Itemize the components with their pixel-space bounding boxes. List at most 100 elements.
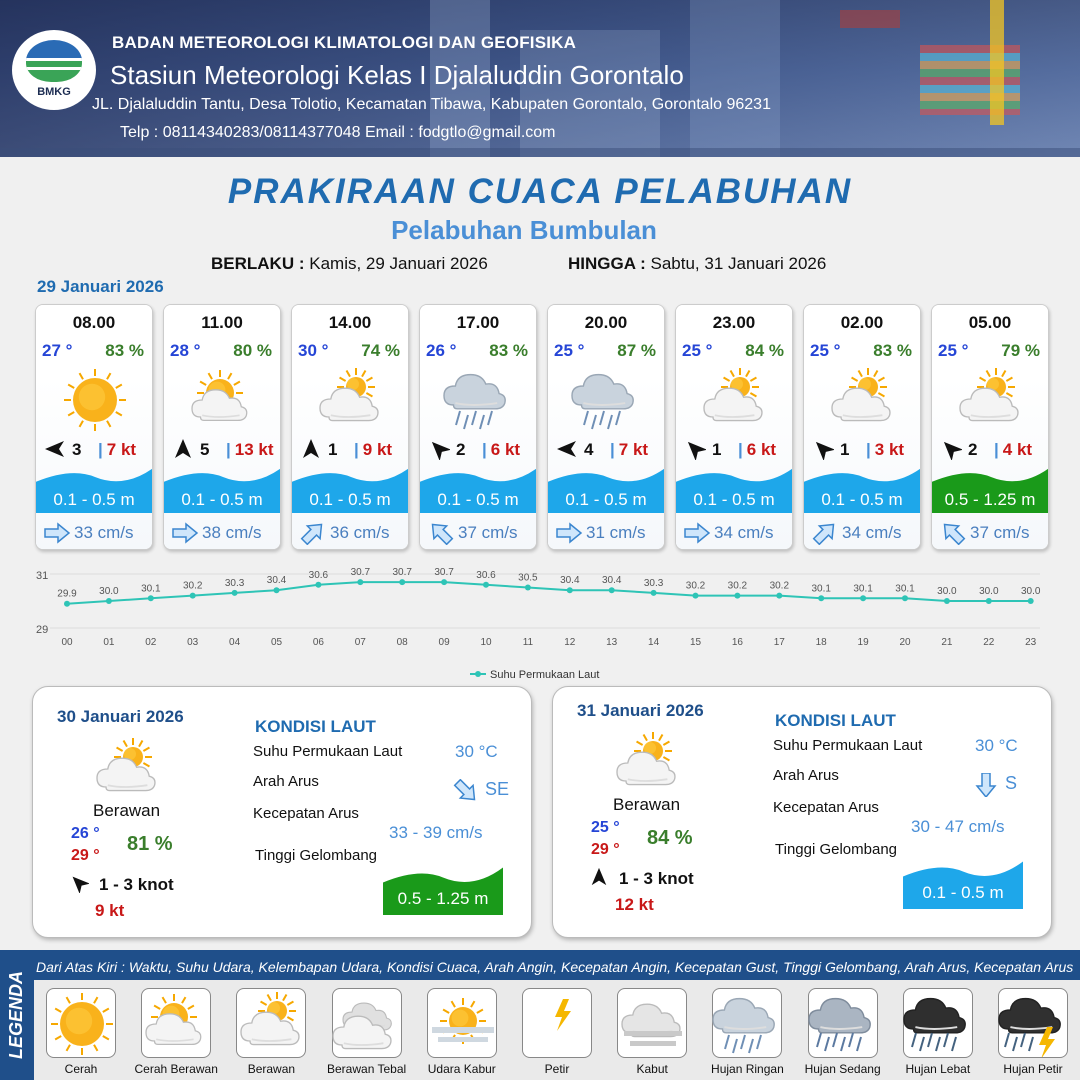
wave-height-label: Tinggi Gelombang xyxy=(255,847,378,864)
card-temperature: 25 ° xyxy=(682,341,713,360)
wave-icon xyxy=(420,465,536,513)
sea-condition-heading: KONDISI LAUT xyxy=(255,717,376,736)
sst-data-point xyxy=(1027,598,1034,604)
sst-data-label: 30.0 xyxy=(937,586,957,597)
chart-legend-label: Suhu Permukaan Laut xyxy=(490,669,599,681)
sun-icon xyxy=(43,991,121,1062)
x-tick-label: 05 xyxy=(271,637,283,648)
sst-data-label: 30.0 xyxy=(979,586,999,597)
outlook-gust: 12 kt xyxy=(615,895,654,914)
light-rain-icon xyxy=(440,367,518,433)
legend-panel: LEGENDA Dari Atas Kiri : Waktu, Suhu Uda… xyxy=(0,950,1080,1080)
x-tick-label: 08 xyxy=(397,637,409,648)
legend-item-label: Hujan Sedang xyxy=(804,1062,881,1076)
valid-from: BERLAKU : Kamis, 29 Januari 2026 xyxy=(211,254,488,274)
lightning-icon xyxy=(519,991,597,1062)
cloudy-icon xyxy=(609,731,687,802)
card-time: 14.00 xyxy=(328,313,372,332)
light-rain-icon xyxy=(568,367,646,433)
sst-data-point xyxy=(608,587,615,594)
current-direction-icon xyxy=(554,521,584,545)
x-tick-label: 09 xyxy=(439,637,451,648)
card-current-speed: 37 cm/s xyxy=(458,523,518,542)
sst-data-point xyxy=(943,598,950,604)
valid-from-label: BERLAKU : xyxy=(211,254,305,273)
outlook-date: 30 Januari 2026 xyxy=(57,707,184,726)
wave-icon xyxy=(383,865,503,915)
station-name: Stasiun Meteorologi Kelas I Djalaluddin … xyxy=(110,60,684,90)
sst-data-point xyxy=(566,587,573,594)
card-gust-value: 4 kt xyxy=(1002,440,1033,459)
wind-direction-icon xyxy=(300,438,322,460)
sst-data-point xyxy=(483,581,489,588)
legend-caption: Dari Atas Kiri : Waktu, Suhu Udara, Kele… xyxy=(36,959,1074,975)
outlook-humidity: 81 % xyxy=(127,833,173,855)
cloudy-icon xyxy=(233,991,311,1062)
wave-icon xyxy=(932,465,1048,513)
sst-data-point xyxy=(231,589,238,596)
wave-height-label: Tinggi Gelombang xyxy=(775,841,898,858)
sst-data-point xyxy=(776,592,783,599)
forecast-card: 05.00 25 ° 79 % 2 | 4 kt 0.5 - 1.25 m 37 … xyxy=(931,304,1049,550)
card-time: 17.00 xyxy=(456,313,500,332)
forecast-card: 11.00 28 ° 80 % 5 | 13 kt 0.1 - 0.5 m 38 … xyxy=(163,304,281,550)
cloudy-icon xyxy=(824,367,902,433)
sst-data-label: 30.6 xyxy=(309,570,329,581)
card-temperature: 25 ° xyxy=(938,341,969,360)
sst-data-label: 30.3 xyxy=(225,578,245,589)
sst-data-label: 30.2 xyxy=(770,581,790,592)
card-current-speed: 34 cm/s xyxy=(714,523,774,542)
card-humidity: 87 % xyxy=(617,341,656,360)
card-time: 11.00 xyxy=(201,313,243,332)
sst-data-label: 30.3 xyxy=(644,578,664,589)
wave-icon xyxy=(804,465,920,513)
wind-direction-icon xyxy=(589,867,609,892)
legend-icons: Cerah Cerah Berawan Berawan Berawan Teba… xyxy=(34,980,1080,1080)
card-humidity: 79 % xyxy=(1001,341,1040,360)
forecast-date: 29 Januari 2026 xyxy=(37,277,164,296)
sst-data-point xyxy=(273,587,280,594)
sst-data-label: 30.4 xyxy=(602,575,622,586)
cloudy-icon xyxy=(89,737,167,808)
sst-data-point xyxy=(985,598,992,604)
legend-item-label: Cerah Berawan xyxy=(134,1062,218,1076)
card-wave-height: 0.1 - 0.5 m xyxy=(53,490,135,509)
wind-direction-icon xyxy=(44,438,66,460)
wind-direction-icon xyxy=(69,873,90,898)
card-wave-height: 0.1 - 0.5 m xyxy=(693,490,775,509)
legend-item-label: Hujan Ringan xyxy=(711,1062,784,1076)
wave-icon xyxy=(164,465,280,513)
x-tick-label: 10 xyxy=(480,637,492,648)
card-wind-speed: 2 xyxy=(968,440,978,459)
x-tick-label: 19 xyxy=(858,637,870,648)
wind-direction-icon xyxy=(812,438,836,462)
valid-from-value: Kamis, 29 Januari 2026 xyxy=(309,254,488,273)
sst-data-point xyxy=(105,598,112,604)
light-rain-icon xyxy=(709,991,787,1062)
card-wave-height: 0.1 - 0.5 m xyxy=(821,490,903,509)
card-temperature: 25 ° xyxy=(554,341,585,360)
forecast-card: 02.00 25 ° 83 % 1 | 3 kt 0.1 - 0.5 m 34 c… xyxy=(803,304,921,550)
bmkg-logo: BMKG xyxy=(12,30,96,110)
legend-item-cloudy xyxy=(236,988,307,1058)
card-gust: | 3 kt xyxy=(866,440,905,459)
page-title: PRAKIRAAN CUACA PELABUHAN xyxy=(227,172,853,211)
sst-data-point xyxy=(692,592,699,599)
card-wind: 3 | 7 kt xyxy=(42,438,148,462)
x-tick-label: 01 xyxy=(103,637,115,648)
card-gust: | 6 kt xyxy=(738,440,777,459)
outlook-box: 30 Januari 2026 Berawan 26 ° 29 ° 81 % 1… xyxy=(32,686,532,938)
sst-data-label: 30.7 xyxy=(434,567,454,578)
x-tick-label: 11 xyxy=(523,637,534,648)
forecast-card: 20.00 25 ° 87 % 4 | 7 kt 0.1 - 0.5 m 31 c… xyxy=(547,304,665,550)
outlook-condition: Berawan xyxy=(613,795,681,814)
current-speed-label: Kecepatan Arus xyxy=(773,799,879,816)
card-temperature: 28 ° xyxy=(170,341,201,360)
sst-data-label: 29.9 xyxy=(57,589,77,600)
station-contact: Telp : 08114340283/08114377048 Email : f… xyxy=(120,124,556,141)
y-tick-label: 29 xyxy=(36,624,48,636)
x-tick-label: 16 xyxy=(732,637,744,648)
card-humidity: 83 % xyxy=(105,341,144,360)
card-temperature: 26 ° xyxy=(426,341,457,360)
card-humidity: 74 % xyxy=(361,341,400,360)
